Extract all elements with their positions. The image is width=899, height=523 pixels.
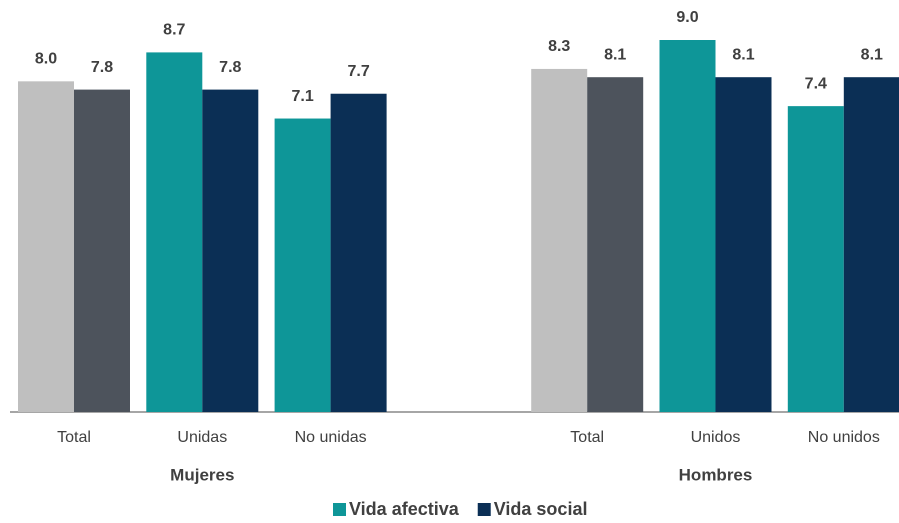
legend-swatch — [477, 503, 491, 516]
bar — [202, 89, 259, 412]
x-tick-label: Total — [57, 429, 91, 446]
bar — [74, 89, 130, 412]
bar — [587, 77, 644, 412]
legend-label: Vida social — [494, 499, 588, 519]
data-label: 8.1 — [732, 46, 754, 63]
data-label: 7.8 — [91, 59, 113, 76]
group-label: Mujeres — [170, 465, 234, 484]
data-label: 8.7 — [163, 22, 185, 39]
x-tick-label: Total — [570, 429, 604, 446]
bar — [843, 77, 899, 412]
x-tick-label: No unidas — [295, 429, 367, 446]
x-tick-label: No unidos — [808, 429, 880, 446]
data-label: 8.1 — [861, 46, 883, 63]
bar — [715, 77, 772, 412]
legend-label: Vida afectiva — [349, 499, 460, 519]
bar — [274, 118, 331, 413]
data-label: 7.4 — [805, 75, 827, 92]
bar — [659, 40, 716, 412]
bar — [330, 93, 387, 412]
bar — [787, 106, 844, 412]
data-label: 7.7 — [347, 63, 369, 80]
data-label: 7.8 — [219, 59, 241, 76]
legend-swatch — [333, 503, 346, 516]
data-label: 8.0 — [35, 51, 57, 68]
data-label: 8.3 — [548, 38, 570, 55]
x-tick-label: Unidos — [691, 429, 741, 446]
data-label: 8.1 — [604, 46, 626, 63]
bar — [18, 81, 74, 412]
data-label: 7.1 — [291, 88, 313, 105]
x-tick-label: Unidas — [177, 429, 227, 446]
data-label: 9.0 — [676, 9, 698, 26]
bar — [146, 52, 203, 413]
bar — [531, 68, 588, 412]
group-label: Hombres — [679, 465, 753, 484]
